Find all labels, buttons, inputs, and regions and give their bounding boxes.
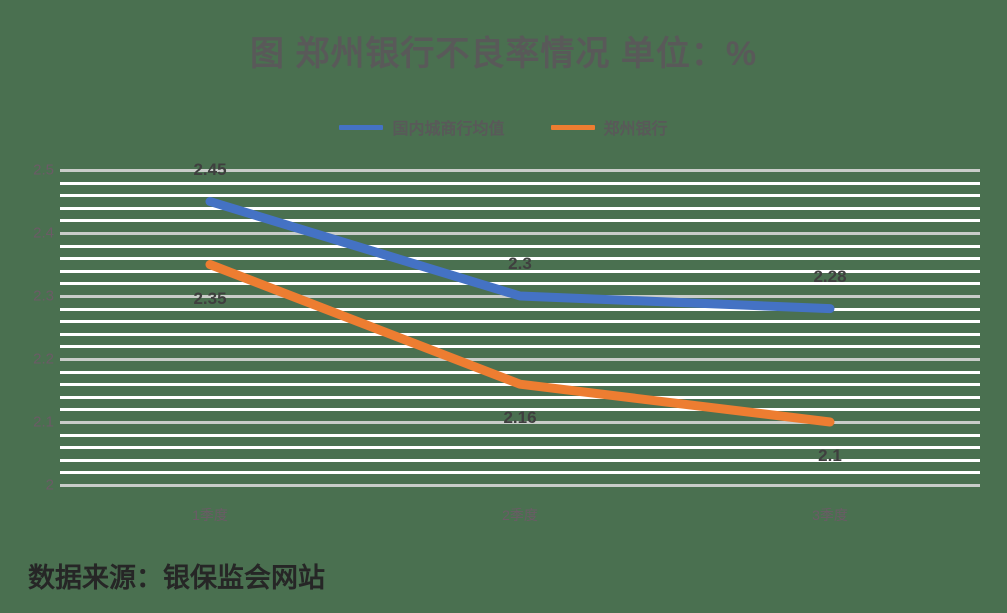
- gridline-major: [60, 358, 980, 361]
- chart-legend: 国内城商行均值 郑州银行: [0, 115, 1007, 139]
- gridline-minor: [60, 219, 980, 223]
- y-axis-tick-label: 2: [45, 476, 54, 494]
- y-axis: 2.5 2.4 2.3 2.2 2.1 2: [0, 162, 54, 494]
- gridline-major: [60, 232, 980, 235]
- legend-swatch-icon-series-1: [550, 124, 595, 130]
- x-axis-tick-label: 1季度: [192, 507, 228, 523]
- data-point-label: 2.45: [193, 159, 227, 179]
- gridline-minor: [60, 446, 980, 450]
- gridline-minor: [60, 458, 980, 462]
- gridline-minor: [60, 320, 980, 324]
- data-point-label: 2.16: [503, 408, 537, 428]
- gridline-minor: [60, 345, 980, 349]
- gridline-minor: [60, 181, 980, 185]
- source-note: 数据来源：银保监会网站: [28, 563, 325, 593]
- gridline-minor: [60, 471, 980, 475]
- data-point-label: 2.28: [813, 266, 847, 286]
- gridline-major: [60, 484, 980, 487]
- gridline-minor: [60, 244, 980, 248]
- y-axis-tick-label: 2.5: [33, 161, 54, 179]
- plot-area: [60, 169, 980, 487]
- legend-item-series-1[interactable]: 郑州银行: [550, 115, 668, 139]
- y-axis-tick-label: 2.1: [33, 413, 54, 431]
- gridline-minor: [60, 433, 980, 437]
- legend-swatch-icon-series-0: [339, 124, 384, 130]
- gridline-minor: [60, 383, 980, 387]
- legend-label-series-1: 郑州银行: [603, 121, 668, 138]
- gridline-minor: [60, 332, 980, 336]
- gridline-minor: [60, 370, 980, 374]
- gridline-major: [60, 169, 980, 172]
- gridline-minor: [60, 206, 980, 210]
- chart-title: 图 郑州银行不良率情况 单位：%: [249, 35, 758, 73]
- data-point-label: 2.1: [818, 446, 842, 465]
- x-axis-tick-label: 2季度: [502, 507, 538, 523]
- y-axis-tick-label: 2.3: [33, 287, 54, 305]
- gridline-minor: [60, 395, 980, 399]
- legend-item-series-0[interactable]: 国内城商行均值: [339, 115, 505, 139]
- x-axis: 1季度 2季度 3季度: [60, 505, 980, 527]
- y-axis-tick-label: 2.4: [33, 224, 54, 242]
- gridline-minor: [60, 194, 980, 198]
- legend-label-series-0: 国内城商行均值: [392, 121, 505, 138]
- data-point-label: 2.35: [193, 288, 227, 308]
- y-axis-tick-label: 2.2: [33, 350, 54, 368]
- data-point-label: 2.3: [508, 254, 532, 273]
- x-axis-tick-label: 3季度: [812, 507, 848, 523]
